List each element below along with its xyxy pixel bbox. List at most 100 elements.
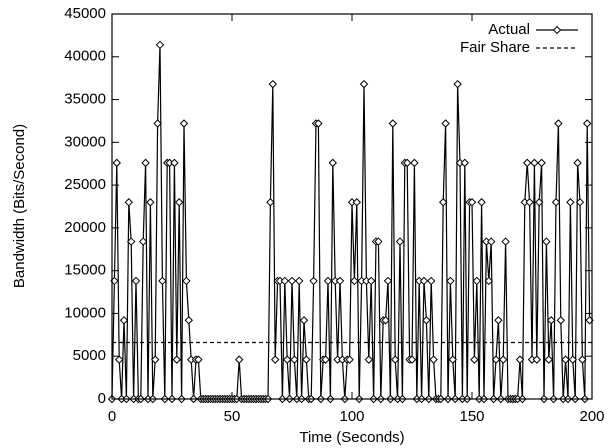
data-point [352, 198, 362, 207]
data-point [578, 355, 587, 364]
data-point [575, 198, 585, 207]
data-point [472, 276, 482, 286]
data-point [501, 237, 510, 246]
data-point [182, 276, 191, 286]
data-point [350, 276, 359, 286]
data-point [407, 355, 417, 364]
data-point [184, 316, 194, 325]
y-tick-label: 25000 [64, 176, 106, 193]
data-point [566, 198, 575, 207]
data-point [453, 79, 462, 89]
data-point [383, 276, 393, 286]
data-point [141, 158, 150, 168]
x-tick-label: 0 [108, 408, 116, 425]
data-point [302, 355, 311, 364]
x-tick-label: 100 [339, 408, 364, 425]
x-tick-label: 150 [459, 408, 484, 425]
data-point [328, 158, 338, 168]
data-point [441, 119, 450, 128]
data-point [388, 119, 398, 128]
data-point [556, 316, 566, 325]
data-point [321, 355, 330, 364]
data-point [364, 355, 374, 364]
data-point [568, 355, 578, 364]
data-point [551, 198, 561, 207]
data-point [153, 119, 162, 128]
data-point [561, 355, 570, 364]
legend-label: Fair Share [460, 39, 530, 56]
x-tick-label: 200 [579, 408, 604, 425]
y-tick-label: 0 [98, 390, 106, 407]
data-point [299, 316, 309, 325]
data-point [484, 276, 494, 286]
data-point [422, 316, 431, 325]
data-point [155, 40, 165, 50]
y-tick-label: 30000 [64, 133, 106, 150]
data-point [467, 198, 477, 207]
data-point [158, 276, 167, 286]
data-point [270, 355, 280, 364]
data-point [345, 355, 354, 364]
data-point [530, 158, 539, 168]
data-point [170, 158, 179, 168]
data-point [179, 119, 189, 128]
data-point [534, 198, 544, 207]
data-point [573, 158, 582, 168]
data-point [402, 158, 412, 168]
data-point [314, 119, 323, 128]
data-point [470, 355, 479, 364]
data-point [494, 316, 503, 325]
data-point [280, 276, 290, 286]
y-tick-label: 15000 [64, 262, 106, 279]
data-point [390, 355, 400, 364]
data-point [532, 355, 542, 364]
data-point [448, 355, 458, 364]
data-point [491, 355, 501, 364]
data-point [172, 355, 182, 364]
plot-frame [111, 13, 593, 400]
data-point [419, 276, 429, 286]
data-point [546, 316, 556, 325]
data-point [522, 158, 532, 168]
data-point [537, 158, 546, 168]
data-point [486, 237, 496, 246]
data-point [335, 276, 345, 286]
data-point [323, 276, 333, 286]
data-point [525, 198, 534, 207]
data-point [395, 237, 405, 246]
data-point [498, 355, 508, 364]
data-point [359, 79, 369, 89]
data-point [114, 355, 124, 364]
data-point [374, 237, 383, 246]
series-line [111, 44, 591, 400]
data-point [544, 355, 554, 364]
x-axis-label: Time (Seconds) [299, 429, 404, 446]
data-point [112, 158, 122, 168]
data-point [124, 198, 134, 207]
y-tick-label: 5000 [73, 347, 106, 364]
data-point [146, 198, 155, 207]
data-point [515, 355, 525, 364]
data-point [138, 237, 148, 246]
y-tick-label: 35000 [64, 91, 106, 108]
data-point [194, 355, 203, 364]
data-point [131, 276, 141, 286]
data-point [542, 237, 551, 246]
data-point [477, 198, 486, 207]
data-point [268, 79, 278, 89]
data-point [446, 276, 455, 286]
y-axis-label: Bandwidth (Bits/Second) [11, 124, 28, 288]
data-point [438, 198, 448, 207]
data-point [410, 158, 419, 168]
data-point [119, 316, 129, 325]
legend-marker [552, 25, 562, 35]
data-point [290, 355, 299, 364]
data-point [582, 119, 592, 128]
data-point [554, 119, 563, 128]
y-tick-label: 40000 [64, 48, 106, 65]
data-point [309, 276, 318, 286]
y-tick-label: 45000 [64, 5, 106, 22]
data-point [150, 355, 160, 364]
